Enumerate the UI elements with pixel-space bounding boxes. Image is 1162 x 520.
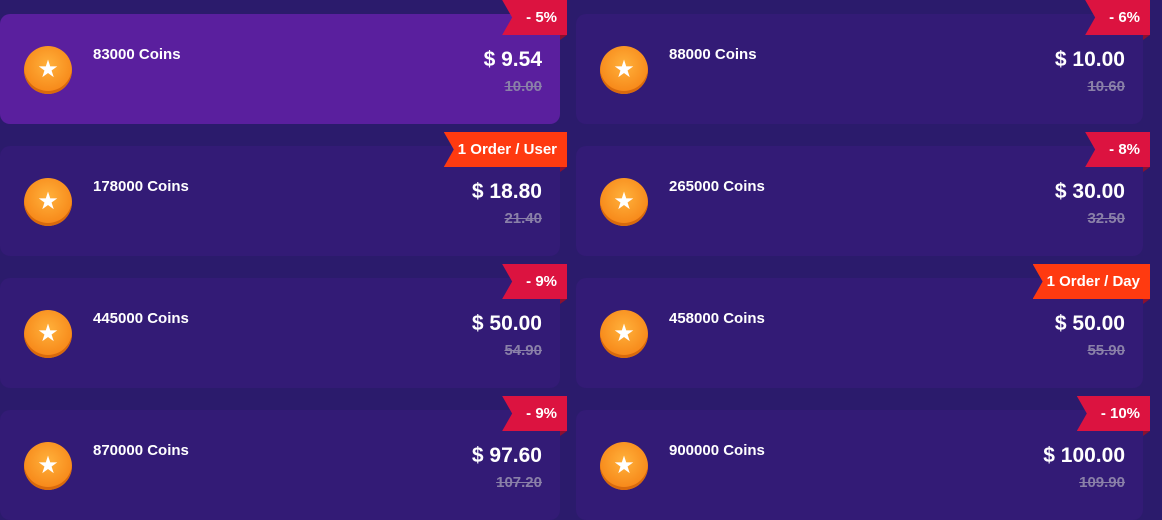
star-coin-icon: ★: [24, 178, 72, 226]
ribbon-fold: [1143, 167, 1150, 172]
original-price: 55.90: [1087, 342, 1125, 359]
ribbon-fold: [560, 35, 567, 40]
star-coin-icon: ★: [24, 46, 72, 94]
star-coin-icon: ★: [600, 442, 648, 490]
coin-package-card[interactable]: ★ 445000 Coins $ 50.00 54.90 - 9%: [0, 264, 567, 388]
discount-badge: - 9%: [502, 264, 567, 299]
price: $ 97.60: [471, 444, 542, 467]
price: $ 18.80: [471, 180, 542, 203]
original-price: 10.00: [504, 78, 542, 95]
coin-amount: 83000 Coins: [93, 46, 181, 63]
price: $ 10.00: [1054, 48, 1125, 71]
price: $ 50.00: [471, 312, 542, 335]
coin-package-card[interactable]: ★ 900000 Coins $ 100.00 109.90 - 10%: [576, 396, 1150, 520]
price: $ 30.00: [1054, 180, 1125, 203]
original-price: 107.20: [496, 474, 542, 491]
ribbon-fold: [1143, 299, 1150, 304]
coin-amount: 178000 Coins: [93, 178, 189, 195]
coin-amount: 870000 Coins: [93, 442, 189, 459]
star-coin-icon: ★: [600, 178, 648, 226]
original-price: 10.60: [1087, 78, 1125, 95]
coin-package-card[interactable]: ★ 83000 Coins $ 9.54 10.00 - 5%: [0, 0, 567, 124]
star-coin-icon: ★: [600, 46, 648, 94]
coin-amount: 445000 Coins: [93, 310, 189, 327]
price: $ 100.00: [1043, 444, 1125, 467]
star-coin-icon: ★: [24, 310, 72, 358]
coin-amount: 265000 Coins: [669, 178, 765, 195]
coin-package-card[interactable]: ★ 458000 Coins $ 50.00 55.90 1 Order / D…: [576, 264, 1150, 388]
discount-badge: - 6%: [1085, 0, 1150, 35]
ribbon-fold: [1143, 431, 1150, 436]
original-price: 21.40: [504, 210, 542, 227]
limit-badge: 1 Order / User: [443, 132, 567, 167]
coin-package-card[interactable]: ★ 870000 Coins $ 97.60 107.20 - 9%: [0, 396, 567, 520]
ribbon-fold: [560, 167, 567, 172]
star-coin-icon: ★: [600, 310, 648, 358]
ribbon-fold: [560, 431, 567, 436]
discount-badge: - 10%: [1076, 396, 1150, 431]
price: $ 9.54: [483, 48, 542, 71]
coin-amount: 900000 Coins: [669, 442, 765, 459]
ribbon-fold: [1143, 35, 1150, 40]
original-price: 109.90: [1079, 474, 1125, 491]
price: $ 50.00: [1054, 312, 1125, 335]
discount-badge: - 9%: [502, 396, 567, 431]
limit-badge: 1 Order / Day: [1032, 264, 1150, 299]
original-price: 54.90: [504, 342, 542, 359]
star-coin-icon: ★: [24, 442, 72, 490]
discount-badge: - 5%: [502, 0, 567, 35]
original-price: 32.50: [1087, 210, 1125, 227]
discount-badge: - 8%: [1085, 132, 1150, 167]
ribbon-fold: [560, 299, 567, 304]
coin-package-card[interactable]: ★ 88000 Coins $ 10.00 10.60 - 6%: [576, 0, 1150, 124]
coin-amount: 458000 Coins: [669, 310, 765, 327]
coin-package-card[interactable]: ★ 265000 Coins $ 30.00 32.50 - 8%: [576, 132, 1150, 256]
coin-package-card[interactable]: ★ 178000 Coins $ 18.80 21.40 1 Order / U…: [0, 132, 567, 256]
coin-amount: 88000 Coins: [669, 46, 757, 63]
